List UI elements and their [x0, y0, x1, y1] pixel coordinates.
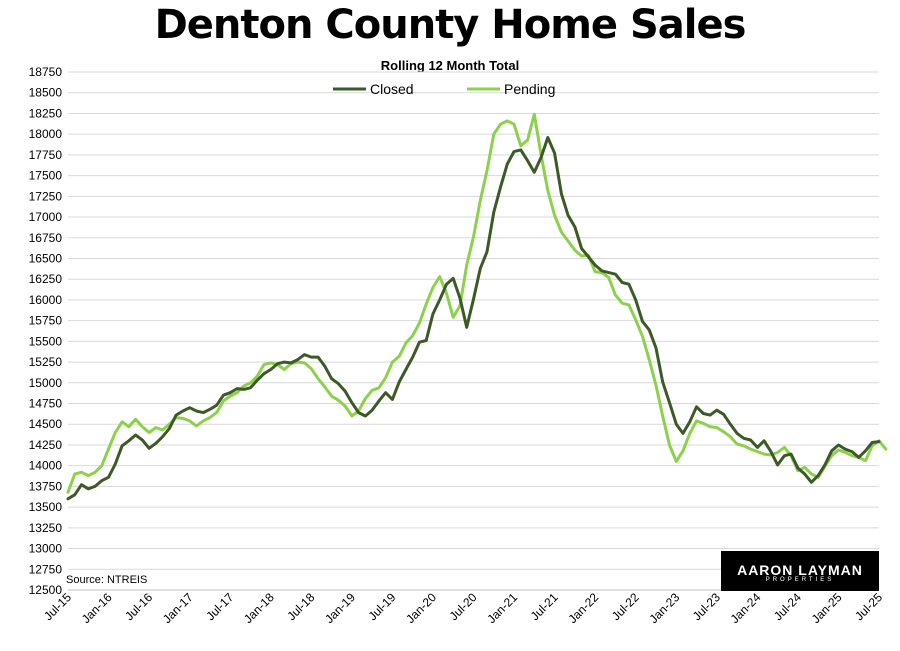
company-logo: AARON LAYMAN PROPERTIES — [721, 551, 879, 591]
y-tick-label: 15500 — [29, 334, 63, 348]
y-tick-label: 16500 — [29, 251, 63, 265]
legend-pending-label: Pending — [504, 81, 555, 97]
x-tick-label: Jan-19 — [322, 590, 358, 626]
x-tick-label: Jan-25 — [809, 590, 845, 626]
logo-text: AARON LAYMAN — [737, 562, 863, 578]
x-tick-label: Jan-17 — [160, 590, 196, 626]
y-tick-label: 17750 — [29, 148, 63, 162]
y-tick-label: 12750 — [29, 562, 63, 576]
y-axis: 12500 12750 13000 13250 13500 13750 14000 14250… — [29, 65, 63, 597]
y-tick-label: 14750 — [29, 397, 63, 411]
x-axis: Jul-15 Jan-16 Jul-16 Jan-17 Jul-17 Jan-18 Jul-… — [41, 589, 885, 626]
x-tick-label: Jan-24 — [728, 590, 764, 626]
y-tick-label: 15250 — [29, 355, 63, 369]
y-tick-label: 18250 — [29, 106, 63, 120]
y-tick-label: 13000 — [29, 542, 63, 556]
x-tick-label: Jul-17 — [203, 590, 236, 623]
x-tick-label: Jul-23 — [690, 590, 723, 623]
y-tick-label: 14500 — [29, 417, 63, 431]
x-tick-label: Jul-25 — [852, 590, 885, 623]
x-tick-label: Jan-21 — [484, 590, 520, 626]
y-tick-label: 16250 — [29, 272, 63, 286]
y-tick-label: 15000 — [29, 376, 63, 390]
series-line-pending — [66, 112, 888, 494]
x-tick-label: Jul-22 — [609, 590, 642, 623]
y-tick-label: 14000 — [29, 459, 63, 473]
x-tick-label: Jul-19 — [366, 590, 399, 623]
y-tick-label: 14250 — [29, 438, 63, 452]
x-tick-label: Jan-20 — [403, 590, 439, 626]
y-tick-label: 13500 — [29, 500, 63, 514]
legend: Closed Pending — [333, 81, 555, 97]
x-tick-label: Jul-18 — [284, 590, 317, 623]
y-tick-label: 12500 — [29, 583, 63, 597]
y-tick-label: 17000 — [29, 210, 63, 224]
logo-subtext: PROPERTIES — [765, 577, 835, 583]
y-tick-label: 13250 — [29, 521, 63, 535]
y-tick-label: 18500 — [29, 86, 63, 100]
y-tick-label: 18750 — [29, 65, 63, 79]
y-tick-label: 15750 — [29, 314, 63, 328]
y-tick-label: 16750 — [29, 231, 63, 245]
gridlines — [68, 71, 879, 591]
legend-closed-label: Closed — [370, 81, 414, 97]
x-tick-label: Jul-24 — [771, 590, 804, 623]
x-tick-label: Jul-16 — [122, 590, 155, 623]
y-tick-label: 18000 — [29, 127, 63, 141]
y-tick-label: 16000 — [29, 293, 63, 307]
series-lines — [66, 112, 888, 501]
x-tick-label: Jan-16 — [79, 590, 115, 626]
y-tick-label: 13750 — [29, 479, 63, 493]
chart-title: Denton County Home Sales — [154, 2, 747, 48]
series-line-closed — [66, 136, 881, 501]
y-tick-label: 17250 — [29, 189, 63, 203]
y-tick-label: 17500 — [29, 169, 63, 183]
x-tick-label: Jan-18 — [241, 590, 277, 626]
x-tick-label: Jan-22 — [565, 590, 601, 626]
chart-subtitle: Rolling 12 Month Total — [380, 58, 520, 73]
source-note: Source: NTREIS — [66, 574, 148, 586]
x-tick-label: Jul-20 — [447, 590, 480, 623]
x-tick-label: Jul-21 — [528, 590, 561, 623]
x-tick-label: Jan-23 — [647, 590, 683, 626]
